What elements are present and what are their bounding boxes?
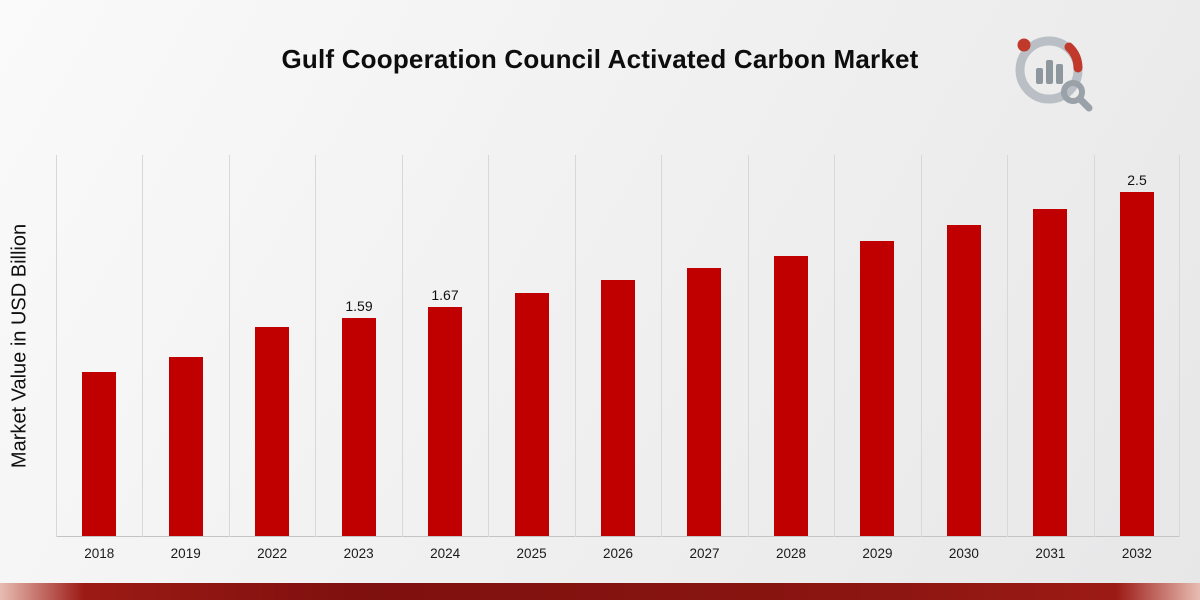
logo-magnifier-icon bbox=[1061, 80, 1093, 112]
gridline bbox=[1094, 155, 1095, 537]
x-tick-label-2026: 2026 bbox=[603, 546, 634, 561]
gridline bbox=[315, 155, 316, 537]
x-tick-label-2022: 2022 bbox=[257, 546, 288, 561]
x-tick-label-2027: 2027 bbox=[689, 546, 720, 561]
x-tick-label-2032: 2032 bbox=[1121, 546, 1152, 561]
gridline bbox=[488, 155, 489, 537]
plot-area: 1.59 1.67 2.5 bbox=[56, 155, 1180, 537]
x-tick-label-2023: 2023 bbox=[343, 546, 374, 561]
bar-2019 bbox=[169, 357, 203, 536]
gridline bbox=[834, 155, 835, 537]
gridline bbox=[575, 155, 576, 537]
bar-value-label-2023: 1.59 bbox=[345, 298, 373, 314]
x-tick-label-2024: 2024 bbox=[430, 546, 461, 561]
bar-2029 bbox=[860, 241, 894, 536]
gridline bbox=[661, 155, 662, 537]
logo-ring bbox=[1015, 36, 1083, 104]
x-tick-label-2031: 2031 bbox=[1035, 546, 1066, 561]
gridline bbox=[402, 155, 403, 537]
bar-2027 bbox=[687, 268, 721, 536]
gridline bbox=[1007, 155, 1008, 537]
x-tick-label-2019: 2019 bbox=[170, 546, 201, 561]
bar-2028 bbox=[774, 256, 808, 536]
bar-2026 bbox=[601, 280, 635, 536]
gridline bbox=[1179, 155, 1180, 537]
logo-dot-icon bbox=[1017, 38, 1031, 52]
x-axis-line bbox=[56, 536, 1180, 537]
bar-value-label-2032: 2.5 bbox=[1127, 172, 1147, 188]
bar-2022 bbox=[255, 327, 289, 536]
gridline bbox=[748, 155, 749, 537]
bar-2031 bbox=[1033, 209, 1067, 536]
gridline bbox=[142, 155, 143, 537]
gridline bbox=[56, 155, 57, 537]
x-axis-tick-labels: 2018 2019 2022 2023 2024 2025 2026 2027 2028 2029… bbox=[56, 546, 1180, 561]
market-research-logo bbox=[1015, 36, 1093, 112]
gridline bbox=[229, 155, 230, 537]
x-tick-label-2018: 2018 bbox=[84, 546, 115, 561]
x-tick-label-2028: 2028 bbox=[775, 546, 806, 561]
bar-2024 bbox=[428, 307, 462, 536]
chart-title: Gulf Cooperation Council Activated Carbo… bbox=[281, 44, 919, 74]
logo-bars-icon bbox=[1036, 60, 1063, 84]
bar-2018 bbox=[82, 372, 116, 536]
bar-2030 bbox=[947, 225, 981, 536]
bar-value-label-2024: 1.67 bbox=[431, 287, 459, 303]
bottom-red-ribbon bbox=[0, 583, 1200, 600]
x-tick-label-2030: 2030 bbox=[948, 546, 979, 561]
y-axis-label: Market Value in USD Billion bbox=[8, 223, 31, 469]
x-tick-label-2025: 2025 bbox=[516, 546, 547, 561]
bar-2025 bbox=[515, 293, 549, 536]
bar-2032 bbox=[1120, 192, 1154, 536]
x-tick-label-2029: 2029 bbox=[862, 546, 893, 561]
bar-2023 bbox=[342, 318, 376, 536]
gridline bbox=[921, 155, 922, 537]
